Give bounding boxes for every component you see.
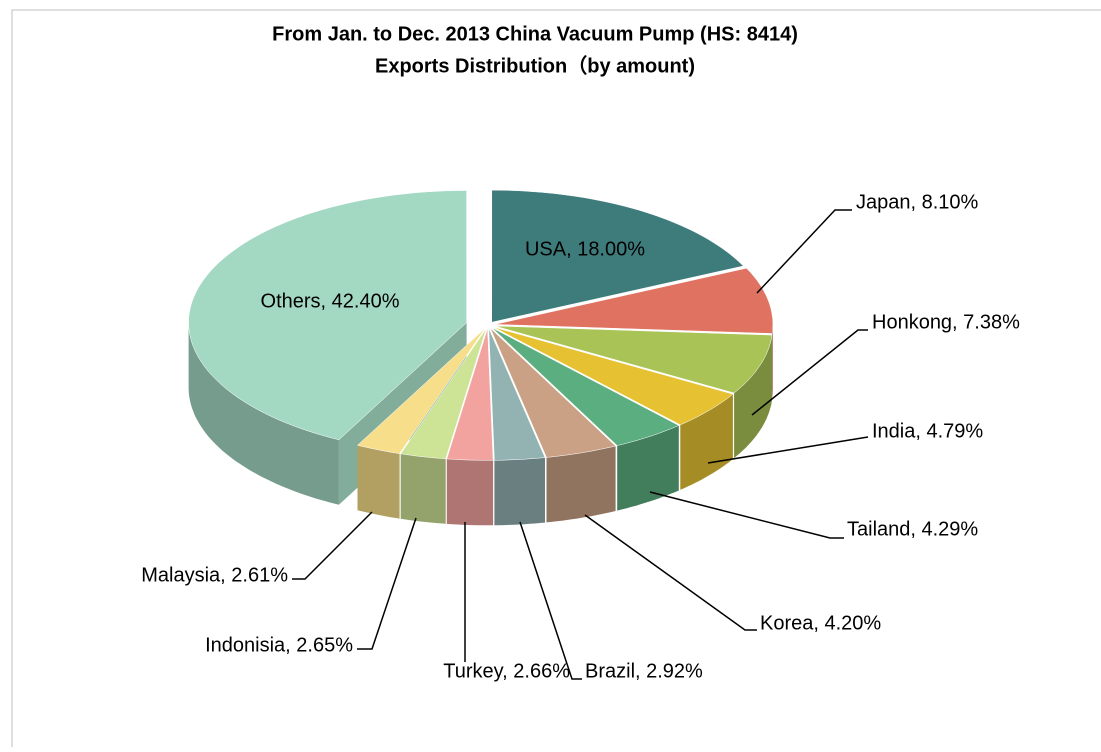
leader-line — [707, 436, 869, 464]
chart-subtitle: Exports Distribution（by amount) — [375, 54, 695, 77]
slice-side — [617, 425, 679, 511]
data-label: Honkong, 7.38% — [872, 311, 1020, 333]
pie-tops — [188, 189, 774, 461]
leader-line — [756, 209, 852, 294]
pie-slice — [488, 328, 546, 461]
slice-side — [680, 394, 733, 490]
chart-title: From Jan. to Dec. 2013 China Vacuum Pump… — [272, 23, 798, 45]
data-label: Japan, 8.10% — [856, 191, 979, 213]
pie-slice — [490, 327, 617, 458]
data-label: Indonisia, 2.65% — [205, 634, 353, 656]
data-label: Others, 42.40% — [261, 290, 400, 312]
data-label: Malaysia, 2.61% — [141, 564, 288, 586]
slice-side — [734, 335, 772, 458]
slice-side — [546, 446, 616, 523]
data-labels: USA, 18.00% Japan, 8.10% Honkong, 7.38% Ind… — [141, 191, 1020, 682]
leader-line — [751, 329, 868, 416]
pie-slice — [400, 328, 487, 460]
data-label: USA, 18.00% — [525, 238, 645, 260]
leader-line — [519, 521, 582, 680]
leader-line — [649, 491, 844, 539]
pie-slice — [494, 325, 773, 394]
pie-slice — [356, 327, 486, 454]
slice-side — [772, 324, 773, 399]
pie-slice — [491, 189, 744, 323]
slice-side — [357, 445, 400, 519]
data-label: Turkey, 2.66% — [443, 660, 570, 682]
data-label: Brazil, 2.92% — [585, 660, 703, 682]
pie-slice — [494, 267, 774, 334]
pie-slice — [188, 190, 467, 441]
pie-slice — [491, 327, 680, 446]
leader-line — [584, 514, 757, 631]
leader-line — [357, 517, 417, 650]
slice-side — [446, 458, 494, 526]
data-label: India, 4.79% — [872, 420, 983, 442]
slice-side — [188, 322, 339, 505]
pie-sides — [188, 322, 773, 526]
data-label: Tailand, 4.29% — [847, 518, 978, 540]
slice-side — [400, 453, 446, 524]
data-label: Korea, 4.20% — [760, 612, 881, 634]
leader-line — [292, 511, 373, 580]
pie-slice — [446, 328, 494, 461]
pie-slice — [493, 326, 734, 426]
slice-side — [494, 457, 545, 526]
